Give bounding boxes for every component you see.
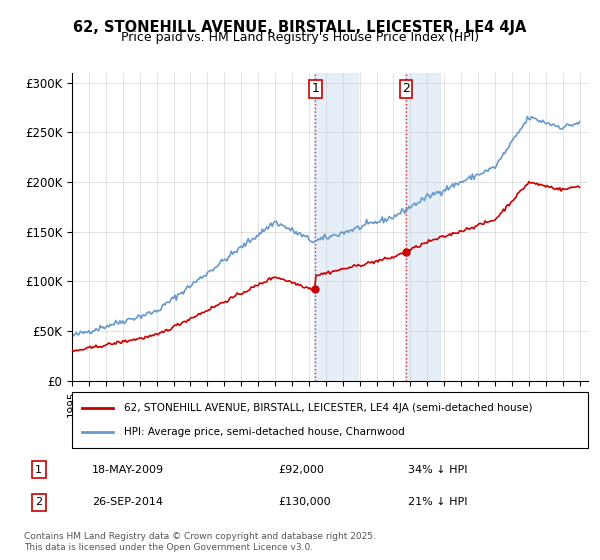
Text: 1: 1 bbox=[35, 464, 42, 474]
Text: 62, STONEHILL AVENUE, BIRSTALL, LEICESTER, LE4 4JA: 62, STONEHILL AVENUE, BIRSTALL, LEICESTE… bbox=[73, 20, 527, 35]
Bar bbox=[314, 73, 358, 381]
Text: 62, STONEHILL AVENUE, BIRSTALL, LEICESTER, LE4 4JA (semi-detached house): 62, STONEHILL AVENUE, BIRSTALL, LEICESTE… bbox=[124, 403, 532, 413]
Text: HPI: Average price, semi-detached house, Charnwood: HPI: Average price, semi-detached house,… bbox=[124, 427, 404, 437]
Text: £92,000: £92,000 bbox=[278, 464, 323, 474]
Text: 2: 2 bbox=[35, 497, 43, 507]
Text: Contains HM Land Registry data © Crown copyright and database right 2025.
This d: Contains HM Land Registry data © Crown c… bbox=[24, 532, 376, 552]
FancyBboxPatch shape bbox=[72, 392, 588, 448]
Text: Price paid vs. HM Land Registry's House Price Index (HPI): Price paid vs. HM Land Registry's House … bbox=[121, 31, 479, 44]
Text: 34% ↓ HPI: 34% ↓ HPI bbox=[407, 464, 467, 474]
Text: 1: 1 bbox=[311, 82, 319, 95]
Text: 21% ↓ HPI: 21% ↓ HPI bbox=[407, 497, 467, 507]
Text: 18-MAY-2009: 18-MAY-2009 bbox=[92, 464, 164, 474]
Text: £130,000: £130,000 bbox=[278, 497, 331, 507]
Text: 26-SEP-2014: 26-SEP-2014 bbox=[92, 497, 163, 507]
Text: 2: 2 bbox=[402, 82, 410, 95]
Bar bbox=[405, 73, 440, 381]
